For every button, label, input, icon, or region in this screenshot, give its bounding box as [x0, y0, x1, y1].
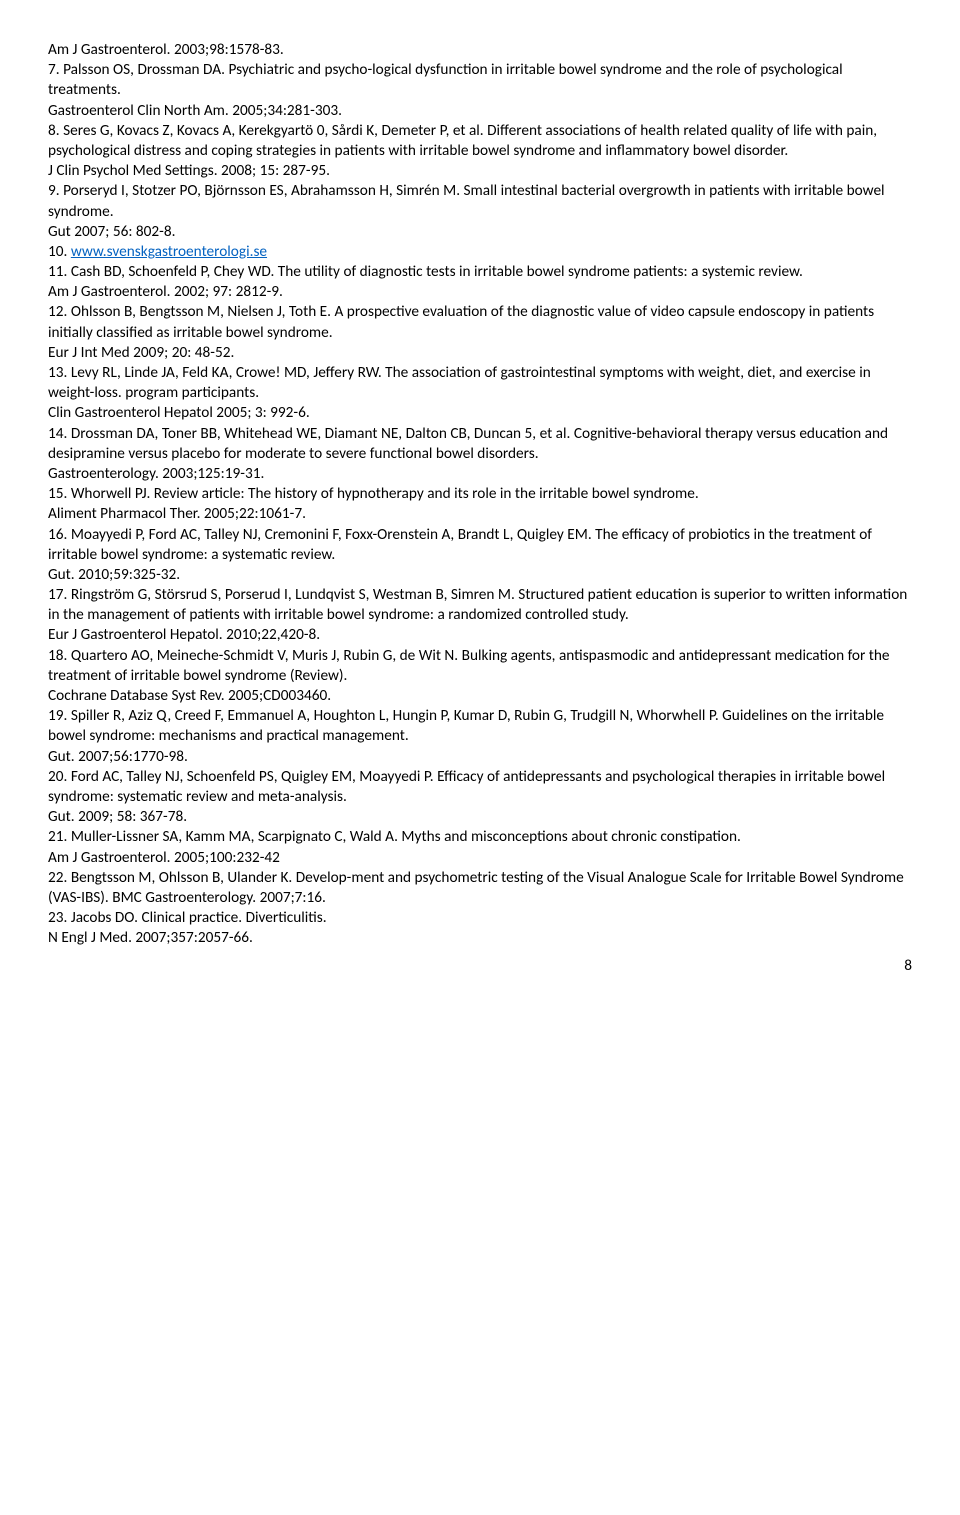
ref-line: Cochrane Database Syst Rev. 2005;CD00346… [48, 686, 912, 706]
ref-line: Eur J Int Med 2009; 20: 48-52. [48, 343, 912, 363]
ref-line: 13. Levy RL, Linde JA, Feld KA, Crowe! M… [48, 363, 912, 403]
ref-line: 16. Moayyedi P, Ford AC, Talley NJ, Crem… [48, 525, 912, 565]
ref-line: 7. Palsson OS, Drossman DA. Psychiatric … [48, 60, 912, 100]
ref-line: Gut. 2010;59:325-32. [48, 565, 912, 585]
ref-line: 8. Seres G, Kovacs Z, Kovacs A, Kerekgya… [48, 121, 912, 161]
ref-line: Gut 2007; 56: 802-8. [48, 222, 912, 242]
ref-line: 14. Drossman DA, Toner BB, Whitehead WE,… [48, 424, 912, 464]
ref-line: N Engl J Med. 2007;357:2057-66. [48, 928, 912, 948]
ref-line: Eur J Gastroenterol Hepatol. 2010;22,420… [48, 625, 912, 645]
ref-line: Clin Gastroenterol Hepatol 2005; 3: 992-… [48, 403, 912, 423]
ref-line: Am J Gastroenterol. 2005;100:232-42 [48, 848, 912, 868]
ref-line: 22. Bengtsson M, Ohlsson B, Ulander K. D… [48, 868, 912, 908]
ref-line: 11. Cash BD, Schoenfeld P, Chey WD. The … [48, 262, 912, 282]
ref-line: Gut. 2009; 58: 367-78. [48, 807, 912, 827]
ref-line: 20. Ford AC, Talley NJ, Schoenfeld PS, Q… [48, 767, 912, 807]
ref-line: Gastroenterol Clin North Am. 2005;34:281… [48, 101, 912, 121]
ref-line: 23. Jacobs DO. Clinical practice. Divert… [48, 908, 912, 928]
ref-line: 9. Porseryd I, Stotzer PO, Björnsson ES,… [48, 181, 912, 221]
references-text: Am J Gastroenterol. 2003;98:1578-83. 7. … [48, 40, 912, 948]
ref-line: 19. Spiller R, Aziz Q, Creed F, Emmanuel… [48, 706, 912, 746]
ref-line: 18. Quartero AO, Meineche-Schmidt V, Mur… [48, 646, 912, 686]
ref-line: Gastroenterology. 2003;125:19-31. [48, 464, 912, 484]
external-link[interactable]: www.svenskgastroenterologi.se [71, 242, 267, 261]
ref-line: Aliment Pharmacol Ther. 2005;22:1061-7. [48, 504, 912, 524]
ref-line: 17. Ringström G, Störsrud S, Porserud I,… [48, 585, 912, 625]
ref-line: Am J Gastroenterol. 2002; 97: 2812-9. [48, 282, 912, 302]
ref-line: 21. Muller-Lissner SA, Kamm MA, Scarpign… [48, 827, 912, 847]
ref-line: Gut. 2007;56:1770-98. [48, 747, 912, 767]
ref-line: Am J Gastroenterol. 2003;98:1578-83. [48, 40, 912, 60]
ref-line: 15. Whorwell PJ. Review article: The his… [48, 484, 912, 504]
ref-line-with-link: 10. www.svenskgastroenterologi.se [48, 242, 912, 262]
page-number: 8 [48, 956, 912, 976]
ref-line: 12. Ohlsson B, Bengtsson M, Nielsen J, T… [48, 302, 912, 342]
ref-line: J Clin Psychol Med Settings. 2008; 15: 2… [48, 161, 912, 181]
